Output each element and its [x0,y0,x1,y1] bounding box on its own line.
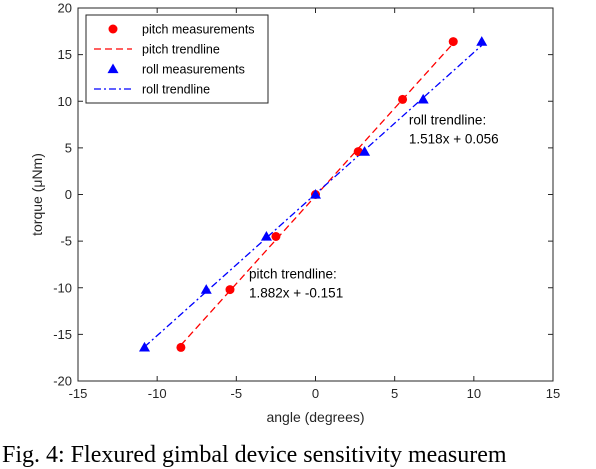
data-point [271,231,281,241]
annotation-text: roll trendline: [409,113,486,128]
legend-item: pitch trendline [94,43,220,57]
data-point [476,36,488,46]
legend-marker [107,63,119,74]
legend-item: pitch measurements [108,23,255,37]
x-tick-label: -10 [148,386,167,401]
x-tick-label: -15 [69,386,88,401]
data-point [139,341,150,352]
legend-marker [108,24,118,34]
y-tick-label: 15 [58,47,72,62]
y-tick-label: -5 [60,234,72,249]
annotations: roll trendline: 1.518x + 0.056 pitch trend… [249,113,499,301]
y-tick-label: -10 [53,280,72,295]
legend-item: roll trendline [94,83,210,97]
data-point [310,189,321,199]
data-point [359,146,371,156]
y-tick-label: 0 [65,187,72,202]
x-axis-label: angle (degrees) [266,409,364,425]
data-point [448,37,458,47]
legend-item: roll measurements [107,63,245,77]
legend-label: roll measurements [142,63,245,77]
annotation-text: 1.882x + -0.151 [249,285,343,300]
data-point [200,284,212,294]
x-tick-label: 10 [467,386,481,401]
y-tick-label: 20 [58,1,72,16]
y-tick-label: -15 [53,327,72,342]
x-tick-label: 15 [546,386,560,401]
y-axis-label: torque (μNm) [29,153,45,236]
legend-label: pitch measurements [142,23,255,37]
series-roll-measurements [139,36,488,352]
data-point [417,93,429,104]
legend: pitch measurements pitch trendline roll me… [85,14,269,104]
data-point [225,285,235,295]
annotation-text: pitch trendline: [249,266,337,281]
y-tick-label: 5 [65,140,72,155]
data-series [139,36,488,352]
legend-label: pitch trendline [142,43,220,57]
data-point [398,94,408,104]
x-tick-label: -5 [231,386,243,401]
x-tick-label: 5 [391,386,398,401]
legend-label: roll trendline [142,83,210,97]
annotation-text: 1.518x + 0.056 [409,132,499,147]
y-tick-label: 10 [58,94,72,109]
x-tick-label: 0 [312,386,319,401]
data-point [176,342,186,352]
figure-caption: Fig. 4: Flexured gimbal device sensitivi… [2,442,507,468]
data-point [260,230,272,241]
y-tick-label: -20 [53,374,72,389]
